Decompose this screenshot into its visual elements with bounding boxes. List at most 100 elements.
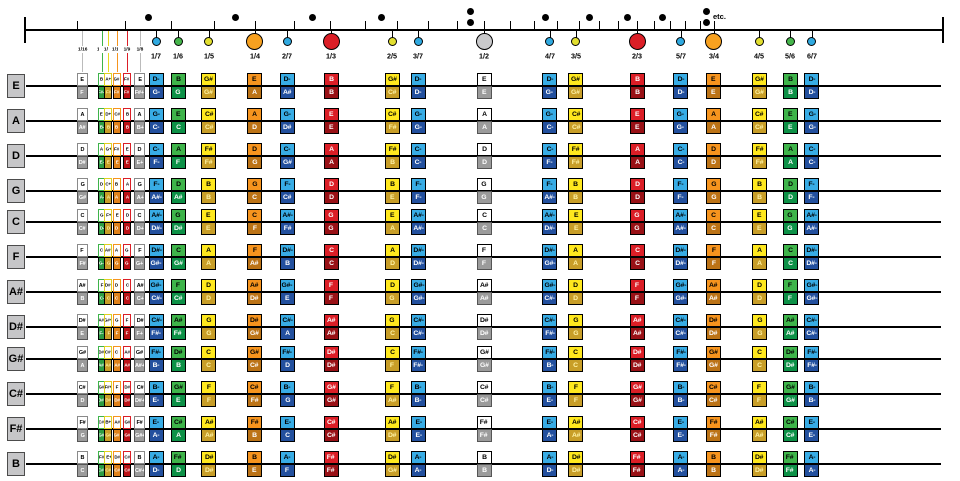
harmonic-note-tile: D# xyxy=(134,314,146,327)
harmonic-note-tile: A# xyxy=(629,314,645,327)
touch-note-tile: A xyxy=(782,156,798,169)
touch-note-tile: C xyxy=(629,257,645,270)
harmonic-note-tile: A# xyxy=(247,279,262,292)
harmonic-note-tile: F# xyxy=(782,451,798,464)
touch-note-tile: C xyxy=(751,359,767,372)
harmonic-note-tile: G- xyxy=(279,108,295,121)
touch-note-tile: A# xyxy=(476,292,492,305)
touch-note-tile: G# xyxy=(751,86,767,99)
harmonic-note-tile: F# xyxy=(201,143,217,156)
touch-note-tile: B xyxy=(323,86,339,99)
harmonic-node-circle xyxy=(807,36,817,46)
harmonic-note-tile: A+ xyxy=(104,73,113,86)
touch-note-tile: E- xyxy=(804,429,820,442)
harmonic-note-tile: D# xyxy=(123,381,131,394)
touch-note-tile: F# xyxy=(279,222,295,235)
fret-tick xyxy=(330,21,331,30)
touch-note-tile: E xyxy=(279,292,295,305)
touch-note-tile: A xyxy=(112,191,121,204)
harmonic-note-tile: C#- xyxy=(148,314,164,327)
touch-note-tile: G# xyxy=(782,394,798,407)
harmonic-note-tile: B- xyxy=(673,381,689,394)
harmonic-note-tile: C xyxy=(76,209,88,222)
harmonic-note-tile: D#- xyxy=(804,244,820,257)
fret-marker-dot xyxy=(144,13,152,21)
harmonic-note-tile: E xyxy=(170,108,186,121)
harmonic-node-circle xyxy=(785,36,795,46)
harmonic-note-tile: A xyxy=(170,143,186,156)
harmonic-note-tile: A#- xyxy=(804,209,820,222)
touch-note-tile: C xyxy=(76,464,88,477)
touch-note-tile: G# xyxy=(170,257,186,270)
harmonic-note-tile: E xyxy=(323,108,339,121)
touch-note-tile: F# xyxy=(782,464,798,477)
touch-note-tile: D#- xyxy=(804,257,820,270)
harmonic-note-tile: G# xyxy=(134,346,146,359)
harmonic-node-stem xyxy=(575,30,577,40)
fret-tick xyxy=(670,21,671,30)
touch-note-tile: C xyxy=(476,222,492,235)
harmonic-note-tile: G xyxy=(76,178,88,191)
harmonic-note-tile: D- xyxy=(804,73,820,86)
fraction-label: 6/7 xyxy=(806,52,817,61)
touch-note-tile: D# xyxy=(170,222,186,235)
touch-note-tile: F# xyxy=(751,156,767,169)
touch-note-tile: C+ xyxy=(134,292,146,305)
touch-note-tile: B xyxy=(247,429,262,442)
harmonic-note-tile: G# xyxy=(706,346,721,359)
fret-tick xyxy=(700,21,701,30)
ruler-end-tick xyxy=(942,17,944,43)
touch-note-tile: D xyxy=(76,394,88,407)
fret-marker-dot xyxy=(377,13,385,21)
touch-note-tile: C# xyxy=(104,464,113,477)
harmonic-note-tile: D# xyxy=(476,314,492,327)
harmonic-note-tile: G# xyxy=(123,416,131,429)
harmonic-note-tile: A- xyxy=(542,451,558,464)
touch-note-tile: A xyxy=(751,257,767,270)
touch-note-tile: G# xyxy=(279,156,295,169)
harmonic-note-tile: A xyxy=(384,244,400,257)
touch-note-tile: C xyxy=(568,359,584,372)
touch-note-tile: F xyxy=(76,86,88,99)
touch-note-tile: F# xyxy=(201,156,217,169)
harmonic-note-tile: C#- xyxy=(804,314,820,327)
touch-note-tile: E- xyxy=(673,429,689,442)
touch-note-tile: G#- xyxy=(542,257,558,270)
harmonic-note-tile: D xyxy=(751,279,767,292)
harmonic-note-tile: A- xyxy=(410,451,426,464)
harmonic-node-circle xyxy=(628,32,646,50)
touch-note-tile: E xyxy=(112,156,121,169)
harmonic-note-tile: G#- xyxy=(804,279,820,292)
touch-note-tile: C xyxy=(384,327,400,340)
harmonic-note-tile: C xyxy=(123,279,131,292)
touch-note-tile: G xyxy=(170,86,186,99)
harmonic-note-tile: E xyxy=(384,209,400,222)
touch-note-tile: B xyxy=(384,156,400,169)
string-label: F# xyxy=(7,417,25,441)
harmonic-note-tile: C xyxy=(476,209,492,222)
touch-note-tile: E xyxy=(323,121,339,134)
harmonic-note-tile: A xyxy=(706,108,721,121)
harmonic-note-tile: G# xyxy=(751,73,767,86)
harmonic-note-tile: F# xyxy=(706,416,721,429)
harmonic-note-tile: C# xyxy=(134,381,146,394)
string-label: G xyxy=(7,179,25,203)
fraction-label: 1/6 xyxy=(172,52,184,61)
touch-note-tile: E xyxy=(247,464,262,477)
harmonic-note-tile: D+ xyxy=(104,108,113,121)
harmonic-note-tile: A# xyxy=(112,416,121,429)
fret-tick xyxy=(557,21,558,30)
harmonic-note-tile: G# xyxy=(201,73,217,86)
string-label: F xyxy=(7,245,25,269)
harmonic-note-tile: G# xyxy=(476,346,492,359)
touch-note-tile: C# xyxy=(568,121,584,134)
touch-note-tile: F xyxy=(323,292,339,305)
harmonic-note-tile: F xyxy=(629,279,645,292)
harmonic-note-tile: E- xyxy=(410,416,426,429)
touch-note-tile: D# xyxy=(751,464,767,477)
harmonic-note-tile: B xyxy=(629,73,645,86)
touch-note-tile: A# xyxy=(629,327,645,340)
fret-tick xyxy=(599,21,600,30)
touch-note-tile: G xyxy=(706,191,721,204)
harmonic-note-tile: A- xyxy=(673,451,689,464)
